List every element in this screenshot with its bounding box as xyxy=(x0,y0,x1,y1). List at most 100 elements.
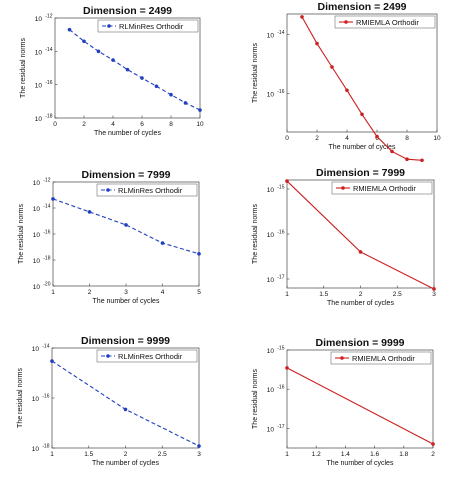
data-point xyxy=(375,134,379,139)
y-tick-label: 10 xyxy=(33,258,41,265)
legend-label: RMIEMLA Orthodir xyxy=(356,18,419,27)
data-point xyxy=(87,210,92,214)
data-point xyxy=(285,366,289,370)
legend-marker xyxy=(341,186,345,190)
y-tick-exponent: -14 xyxy=(42,344,49,350)
legend-label: RLMinRes Orthodir xyxy=(118,186,183,195)
y-tick-exponent: -16 xyxy=(277,230,284,236)
x-tick-label: 1 xyxy=(285,451,289,458)
x-tick-label: 4 xyxy=(345,135,349,142)
data-point xyxy=(160,241,165,245)
x-tick-label: 0 xyxy=(53,121,57,128)
legend-label: RMIEMLA Orthodir xyxy=(352,354,415,363)
y-tick-exponent: -16 xyxy=(43,230,50,236)
legend-box xyxy=(96,183,198,197)
y-tick-exponent: -15 xyxy=(277,185,284,191)
data-point xyxy=(67,27,72,32)
data-point xyxy=(51,197,55,201)
y-tick-exponent: -12 xyxy=(43,178,50,184)
data-point xyxy=(432,287,436,291)
y-tick-exponent: -14 xyxy=(45,47,52,53)
y-tick-label: 10 xyxy=(33,206,41,213)
y-tick-label: 10 xyxy=(267,277,275,284)
legend-box xyxy=(330,351,432,365)
y-tick-label: 10 xyxy=(267,348,275,355)
x-tick-label: 2.5 xyxy=(158,451,167,458)
y-tick-label: 10 xyxy=(32,446,40,453)
x-tick-label: 2 xyxy=(315,135,319,142)
y-tick-label: 10 xyxy=(267,33,275,40)
x-tick-label: 3 xyxy=(124,289,128,296)
x-tick-label: 8 xyxy=(169,121,173,128)
data-point xyxy=(197,444,201,448)
legend-box xyxy=(334,15,436,29)
data-point xyxy=(197,251,201,256)
data-point xyxy=(82,39,86,44)
y-tick-exponent: -16 xyxy=(42,394,49,400)
x-tick-label: 0 xyxy=(285,135,289,142)
chart-title: Dimension = 7999 xyxy=(316,167,405,179)
y-tick-exponent: -14 xyxy=(277,30,284,36)
x-tick-label: 2 xyxy=(431,451,435,458)
x-tick-label: 1.5 xyxy=(84,451,93,458)
y-axis-label: The residual norms xyxy=(18,204,25,264)
chart-title: Dimension = 7999 xyxy=(82,169,171,181)
chart-title: Dimension = 9999 xyxy=(316,337,405,349)
data-point xyxy=(405,157,409,161)
y-tick-exponent: -18 xyxy=(45,114,52,120)
x-tick-label: 1 xyxy=(285,291,289,298)
x-tick-label: 1.5 xyxy=(319,291,328,298)
legend-box xyxy=(97,19,199,33)
data-point xyxy=(345,88,349,93)
data-point xyxy=(183,101,188,105)
x-axis-label: The number of cycles xyxy=(327,460,394,467)
x-axis-label: The number of cycles xyxy=(94,130,161,137)
y-tick-label: 10 xyxy=(35,49,43,56)
data-point xyxy=(50,359,54,363)
y-tick-label: 10 xyxy=(32,396,40,403)
data-point xyxy=(315,41,319,46)
y-axis-label: The residual norms xyxy=(252,204,259,264)
x-tick-label: 8 xyxy=(405,135,409,142)
y-axis-label: The residual norms xyxy=(20,38,27,98)
x-tick-label: 6 xyxy=(375,135,379,142)
y-tick-label: 10 xyxy=(267,387,275,394)
x-tick-label: 1.6 xyxy=(370,451,379,458)
legend-label: RLMinRes Orthodir xyxy=(119,22,184,31)
data-point xyxy=(123,407,128,412)
data-point xyxy=(125,67,130,72)
chart-title: Dimension = 2499 xyxy=(83,5,172,17)
x-tick-label: 4 xyxy=(161,289,165,296)
y-tick-label: 10 xyxy=(267,426,275,433)
y-tick-label: 10 xyxy=(267,92,275,99)
y-tick-exponent: -16 xyxy=(45,80,52,86)
y-tick-label: 10 xyxy=(33,232,41,239)
y-tick-label: 10 xyxy=(35,116,43,123)
data-point xyxy=(124,223,128,227)
x-tick-label: 2 xyxy=(82,121,86,128)
x-tick-label: 10 xyxy=(433,135,441,142)
y-tick-label: 10 xyxy=(35,83,43,90)
x-tick-label: 1.8 xyxy=(399,451,408,458)
y-axis-label: The residual norms xyxy=(17,368,24,428)
data-point xyxy=(431,442,435,446)
y-tick-exponent: -12 xyxy=(45,14,52,20)
plot-area xyxy=(52,181,200,287)
y-tick-exponent: -18 xyxy=(43,256,50,262)
y-tick-exponent: -17 xyxy=(277,275,284,281)
y-tick-exponent: -16 xyxy=(277,385,284,391)
data-point xyxy=(390,149,394,154)
legend-marker xyxy=(106,354,110,358)
legend-box xyxy=(96,349,198,363)
x-tick-label: 10 xyxy=(196,121,204,128)
data-point xyxy=(154,84,159,89)
x-tick-label: 2 xyxy=(359,291,363,298)
data-point xyxy=(140,76,144,80)
legend-marker xyxy=(106,188,110,192)
